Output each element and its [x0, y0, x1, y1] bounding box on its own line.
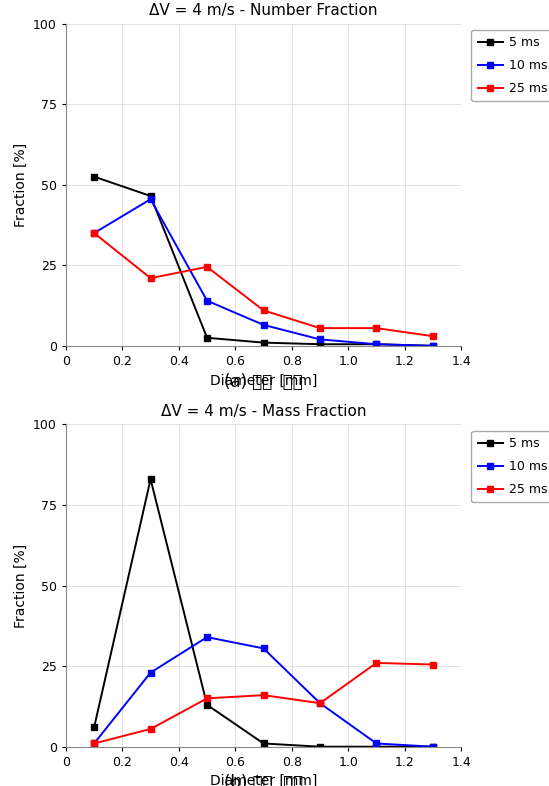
Text: (b) 질량  분포: (b) 질량 분포 [224, 774, 303, 786]
5 ms [317, 742, 323, 751]
Line: 5 ms: 5 ms [91, 173, 436, 349]
5 ms [260, 739, 267, 748]
5 ms [260, 338, 267, 347]
10 ms [430, 341, 436, 351]
25 ms [147, 724, 154, 733]
5 ms [204, 333, 210, 343]
Title: ΔV = 4 m/s - Mass Fraction: ΔV = 4 m/s - Mass Fraction [161, 404, 366, 419]
Line: 10 ms: 10 ms [91, 634, 436, 750]
25 ms [430, 332, 436, 341]
10 ms [317, 335, 323, 344]
10 ms [147, 668, 154, 678]
Line: 25 ms: 25 ms [91, 659, 436, 747]
Legend: 5 ms, 10 ms, 25 ms: 5 ms, 10 ms, 25 ms [472, 30, 549, 101]
25 ms [260, 690, 267, 700]
X-axis label: Diameter [mm]: Diameter [mm] [210, 373, 317, 387]
5 ms [91, 172, 97, 182]
25 ms [91, 228, 97, 237]
5 ms [373, 742, 380, 751]
25 ms [204, 693, 210, 703]
5 ms [91, 722, 97, 732]
Legend: 5 ms, 10 ms, 25 ms: 5 ms, 10 ms, 25 ms [472, 431, 549, 502]
10 ms [430, 742, 436, 751]
Line: 10 ms: 10 ms [91, 196, 436, 349]
25 ms [317, 699, 323, 708]
10 ms [260, 644, 267, 653]
25 ms [373, 658, 380, 667]
25 ms [147, 274, 154, 283]
25 ms [91, 739, 97, 748]
10 ms [317, 699, 323, 708]
Line: 25 ms: 25 ms [91, 230, 436, 340]
5 ms [430, 742, 436, 751]
5 ms [317, 340, 323, 349]
10 ms [204, 296, 210, 306]
5 ms [430, 341, 436, 351]
25 ms [204, 263, 210, 272]
25 ms [373, 323, 380, 332]
Line: 5 ms: 5 ms [91, 476, 436, 750]
25 ms [430, 659, 436, 669]
10 ms [91, 228, 97, 237]
10 ms [204, 633, 210, 642]
10 ms [91, 739, 97, 748]
25 ms [317, 323, 323, 332]
5 ms [373, 340, 380, 349]
5 ms [147, 191, 154, 200]
25 ms [260, 306, 267, 315]
10 ms [373, 340, 380, 349]
5 ms [147, 475, 154, 484]
5 ms [204, 700, 210, 710]
Y-axis label: Fraction [%]: Fraction [%] [13, 543, 27, 628]
Text: (a) 개수  분포: (a) 개수 분포 [224, 373, 303, 391]
X-axis label: Diameter [mm]: Diameter [mm] [210, 774, 317, 786]
10 ms [147, 194, 154, 204]
10 ms [260, 320, 267, 329]
Y-axis label: Fraction [%]: Fraction [%] [13, 142, 27, 227]
Title: ΔV = 4 m/s - Number Fraction: ΔV = 4 m/s - Number Fraction [149, 3, 378, 18]
10 ms [373, 739, 380, 748]
